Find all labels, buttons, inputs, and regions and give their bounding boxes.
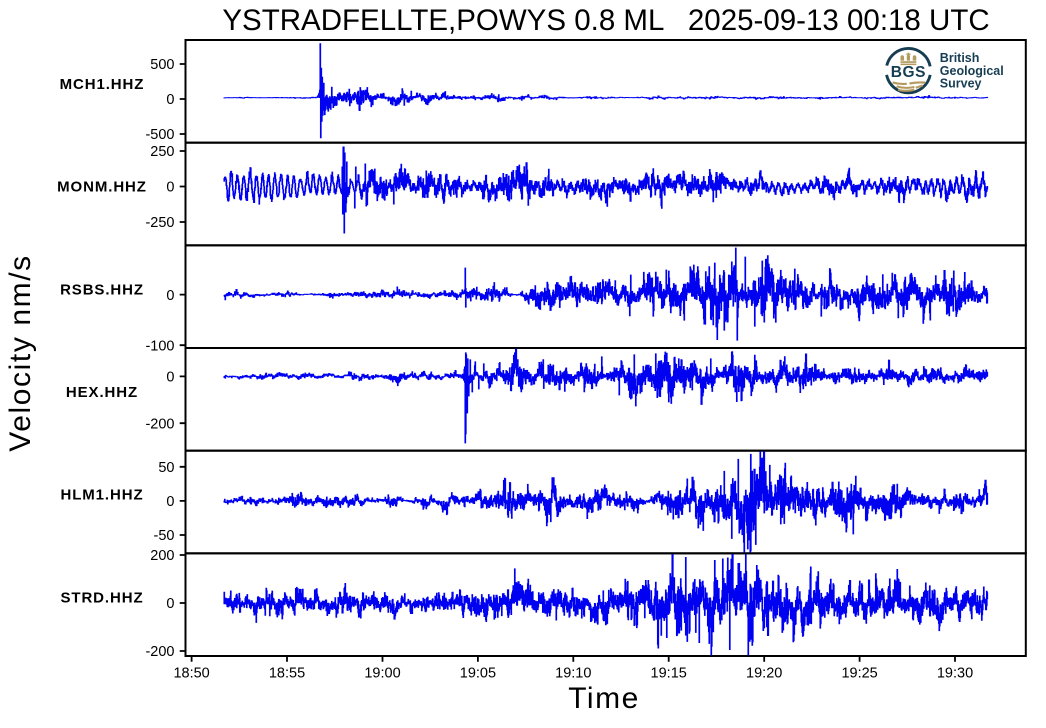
svg-text:0: 0 <box>166 596 174 612</box>
svg-text:19:30: 19:30 <box>937 666 973 682</box>
svg-text:0: 0 <box>166 180 174 196</box>
svg-text:-200: -200 <box>145 644 174 660</box>
svg-text:200: 200 <box>150 548 174 564</box>
svg-text:19:25: 19:25 <box>841 666 877 682</box>
svg-text:-100: -100 <box>145 338 174 354</box>
svg-text:Survey: Survey <box>940 76 982 90</box>
svg-text:Time: Time <box>568 682 640 715</box>
svg-text:250: 250 <box>150 144 174 160</box>
svg-text:MONM.HHZ: MONM.HHZ <box>57 179 147 196</box>
svg-text:-200: -200 <box>145 416 174 432</box>
svg-text:18:50: 18:50 <box>173 666 209 682</box>
svg-text:0: 0 <box>166 494 174 510</box>
svg-text:HLM1.HHZ: HLM1.HHZ <box>60 487 143 504</box>
svg-text:19:15: 19:15 <box>651 666 687 682</box>
svg-text:RSBS.HHZ: RSBS.HHZ <box>60 281 144 298</box>
svg-text:500: 500 <box>150 57 174 73</box>
svg-text:19:10: 19:10 <box>555 666 591 682</box>
svg-text:Velocity nm/s: Velocity nm/s <box>4 254 37 452</box>
svg-text:STRD.HHZ: STRD.HHZ <box>60 589 143 606</box>
svg-text:BGS: BGS <box>891 64 926 81</box>
svg-text:British: British <box>940 51 980 65</box>
svg-text:18:55: 18:55 <box>269 666 305 682</box>
svg-text:-250: -250 <box>145 215 174 231</box>
svg-text:HEX.HHZ: HEX.HHZ <box>66 384 138 401</box>
svg-text:0: 0 <box>166 92 174 108</box>
svg-text:19:05: 19:05 <box>460 666 496 682</box>
svg-text:0: 0 <box>166 288 174 304</box>
svg-text:Geological: Geological <box>940 64 1004 78</box>
svg-text:19:00: 19:00 <box>364 666 400 682</box>
svg-text:50: 50 <box>158 460 174 476</box>
svg-text:0: 0 <box>166 370 174 386</box>
svg-text:MCH1.HHZ: MCH1.HHZ <box>60 76 145 93</box>
svg-text:-500: -500 <box>145 127 174 143</box>
svg-text:19:20: 19:20 <box>746 666 782 682</box>
svg-text:YSTRADFELLTE,POWYS 0.8 ML 20: YSTRADFELLTE,POWYS 0.8 ML 2025-09-13 00:… <box>222 4 989 37</box>
svg-text:-50: -50 <box>154 528 175 544</box>
